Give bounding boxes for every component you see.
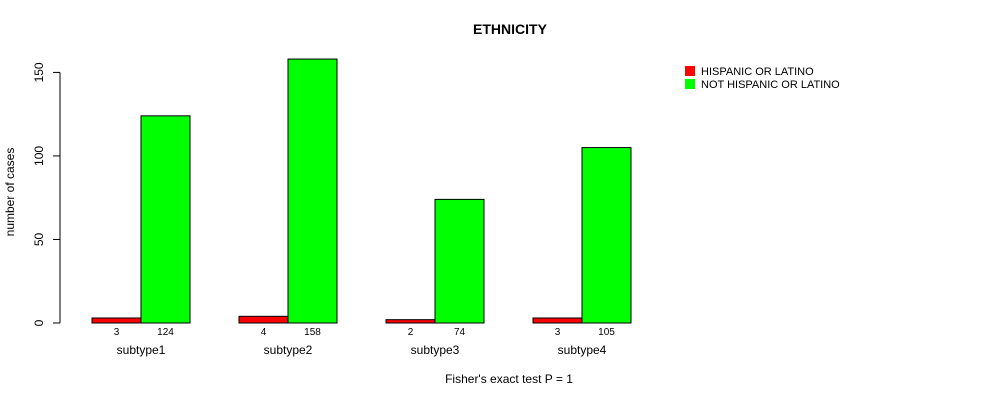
bar	[140, 115, 191, 324]
bar	[581, 147, 632, 324]
y-tick-label: 0	[32, 319, 46, 326]
bar	[287, 58, 338, 324]
legend-label: HISPANIC OR LATINO	[701, 66, 814, 78]
bar-value-label: 158	[304, 327, 321, 338]
chart-title: ETHNICITY	[473, 21, 548, 37]
x-axis-label: Fisher's exact test P = 1	[445, 372, 573, 386]
category-label: subtype4	[558, 343, 607, 357]
y-tick-label: 50	[32, 232, 46, 246]
y-tick-label: 150	[32, 62, 46, 82]
y-axis-label: number of cases	[3, 148, 17, 237]
category-label: subtype1	[117, 343, 166, 357]
bar-value-label: 105	[598, 327, 615, 338]
bar-value-label: 2	[408, 327, 414, 338]
bar	[385, 319, 436, 324]
category-label: subtype3	[411, 343, 460, 357]
bar	[238, 315, 289, 324]
legend-swatch	[685, 79, 695, 89]
category-label: subtype2	[264, 343, 313, 357]
y-axis: 0 50 100 150	[32, 62, 61, 326]
bar	[91, 317, 142, 324]
bar-value-label: 3	[114, 327, 120, 338]
bar-value-label: 3	[555, 327, 561, 338]
bar	[434, 198, 485, 324]
bars-group: 3 124 subtype1 4 158 subtype2 2 74 subtype3 3 105 s…	[91, 58, 632, 357]
legend-swatch	[685, 66, 695, 76]
bar-value-label: 4	[261, 327, 267, 338]
y-tick-label: 100	[32, 146, 46, 166]
bar-value-label: 74	[454, 327, 466, 338]
bar	[532, 317, 583, 324]
legend-label: NOT HISPANIC OR LATINO	[701, 79, 840, 91]
bar-value-label: 124	[157, 327, 174, 338]
